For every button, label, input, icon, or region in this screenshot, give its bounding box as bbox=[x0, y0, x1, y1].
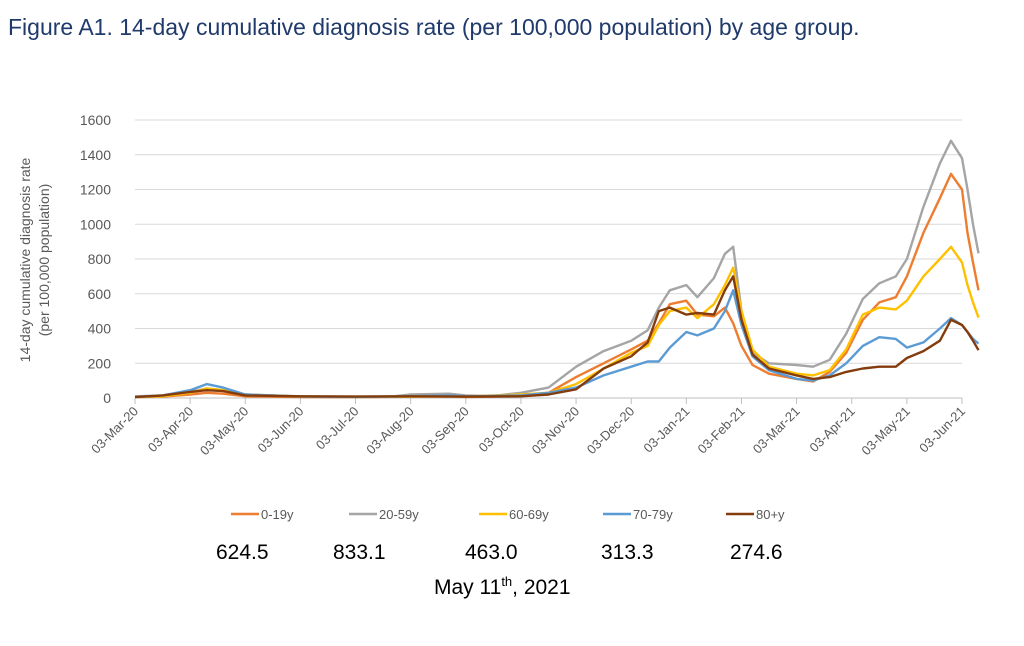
x-tick-label: 03-Oct-20 bbox=[476, 404, 527, 455]
x-tick-label: 03-Apr-21 bbox=[806, 404, 857, 455]
y-tick-label: 1200 bbox=[80, 182, 111, 198]
series-line-0-19y bbox=[134, 172, 980, 399]
y-tick-label: 1400 bbox=[80, 147, 111, 163]
value-70-79y: 313.3 bbox=[601, 541, 654, 564]
value-20-59y: 833.1 bbox=[333, 541, 386, 564]
x-tick-label: 03-Apr-20 bbox=[145, 404, 196, 455]
y-tick-label: 200 bbox=[88, 355, 112, 371]
x-tick-label: 03-May-21 bbox=[858, 404, 913, 459]
y-tick-label: 1000 bbox=[80, 216, 111, 232]
x-tick-label: 03-Aug-20 bbox=[363, 404, 417, 458]
date-suffix: th bbox=[501, 574, 513, 589]
x-tick-label: 03-May-20 bbox=[197, 404, 252, 459]
x-tick-label: 03-Jun-21 bbox=[916, 404, 968, 456]
y-axis-label: 14-day cumulative diagnosis rate bbox=[17, 157, 33, 362]
gridlines bbox=[135, 119, 962, 364]
value-60-69y: 463.0 bbox=[465, 541, 518, 564]
x-tick-label: 03-Sep-20 bbox=[418, 404, 472, 458]
y-axis-label-units: (per 100,000 population) bbox=[36, 184, 52, 337]
x-tick-label: 03-Nov-20 bbox=[529, 404, 583, 458]
x-tick-label: 03-Mar-21 bbox=[750, 404, 803, 457]
x-tick-label: 03-Mar-20 bbox=[88, 404, 141, 457]
value-0-19y: 624.5 bbox=[216, 541, 269, 564]
x-tick-label: 03-Jan-21 bbox=[640, 404, 692, 456]
legend-label-60-69y: 60-69y bbox=[509, 507, 549, 522]
x-tick-label: 03-Jun-20 bbox=[255, 404, 307, 456]
series-lines bbox=[134, 139, 980, 399]
y-tick-label: 800 bbox=[88, 251, 112, 267]
x-tick-label: 03-Feb-21 bbox=[695, 404, 748, 457]
y-tick-label: 600 bbox=[88, 286, 112, 302]
value-80plus-y: 274.6 bbox=[730, 541, 783, 564]
series-line-80+y bbox=[134, 275, 980, 399]
reference-date: May 11th, 2021 bbox=[434, 574, 571, 600]
x-tick-label: 03-Jul-20 bbox=[313, 404, 362, 453]
figure-title: Figure A1. 14-day cumulative diagnosis r… bbox=[8, 14, 860, 40]
legend-label-80+y: 80+y bbox=[756, 507, 785, 522]
legend: 0-19y 20-59y 60-69y 70-79y 80+y bbox=[231, 507, 785, 522]
legend-label-20-59y: 20-59y bbox=[379, 507, 419, 522]
date-day: May 11 bbox=[434, 576, 502, 599]
legend-label-70-79y: 70-79y bbox=[633, 507, 673, 522]
legend-label-0-19y: 0-19y bbox=[261, 507, 294, 522]
x-tick-label: 03-Dec-20 bbox=[584, 404, 638, 458]
date-year: , 2021 bbox=[512, 576, 571, 599]
y-tick-label: 0 bbox=[103, 390, 111, 406]
y-tick-label: 1600 bbox=[80, 112, 111, 128]
y-tick-label: 400 bbox=[88, 321, 112, 337]
